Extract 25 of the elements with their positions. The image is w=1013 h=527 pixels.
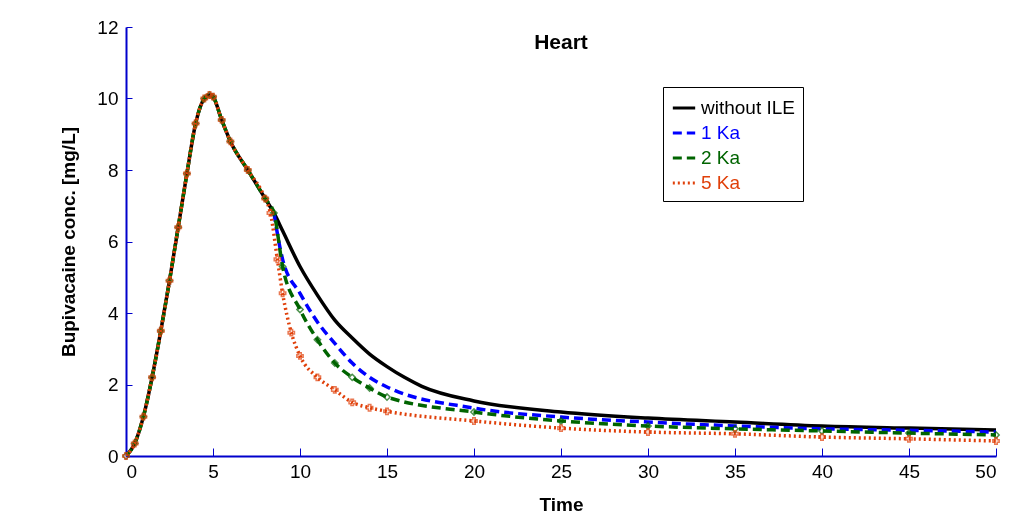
x-axis-title: Time (539, 493, 584, 515)
x-tick-label: 10 (289, 460, 312, 482)
chart-title: Heart (534, 30, 588, 53)
x-tick-label: 35 (724, 460, 747, 482)
x-tick-label: 50 (975, 460, 997, 482)
y-axis-title: Bupivacaine conc. [mg/L] (58, 126, 80, 358)
y-tick-label: 2 (107, 374, 119, 395)
x-tick-label: 25 (550, 460, 573, 482)
y-tick-label: 4 (107, 302, 119, 324)
legend-label: without ILE (700, 97, 795, 118)
y-tick-label: 6 (107, 231, 119, 252)
x-tick-label: 45 (898, 460, 921, 482)
y-tick-label: 10 (97, 88, 119, 109)
x-tick-label: 15 (376, 460, 399, 482)
x-tick-label: 5 (208, 460, 219, 482)
x-tick-label: 30 (637, 460, 660, 482)
y-tick-label: 8 (107, 159, 119, 181)
legend-label: 5 Ka (701, 172, 741, 193)
legend-label: 1 Ka (701, 122, 741, 143)
x-tick-label: 0 (126, 460, 138, 482)
y-tick-label: 12 (97, 16, 119, 38)
x-tick-label: 20 (463, 460, 486, 482)
y-tick-label: 0 (107, 445, 119, 467)
x-tick-label: 40 (811, 460, 834, 482)
legend-label: 2 Ka (701, 147, 741, 168)
